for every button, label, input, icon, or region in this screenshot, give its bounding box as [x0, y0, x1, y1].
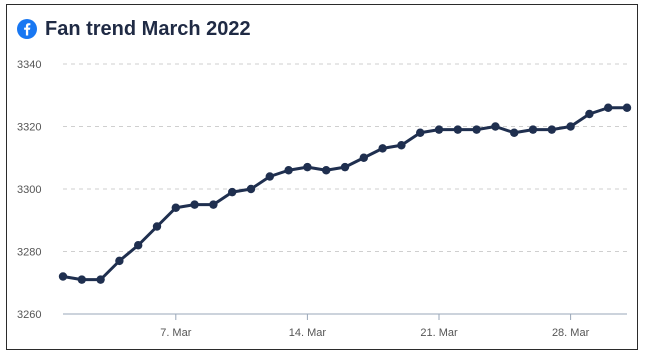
- data-point: [265, 172, 274, 181]
- data-point: [510, 128, 519, 137]
- facebook-icon: [17, 19, 37, 39]
- data-point: [547, 125, 556, 134]
- data-point: [246, 184, 256, 194]
- data-point: [209, 200, 218, 209]
- data-point: [134, 241, 143, 250]
- data-point: [77, 275, 87, 284]
- x-tick-label: 14. Mar: [289, 327, 327, 339]
- data-point: [359, 153, 368, 162]
- data-point: [528, 125, 538, 134]
- data-point: [566, 122, 575, 131]
- data-point: [115, 256, 124, 266]
- y-tick-label: 3300: [17, 184, 41, 196]
- series-line: [61, 106, 629, 282]
- data-point: [416, 128, 425, 137]
- data-point: [434, 125, 444, 134]
- y-tick-label: 3340: [17, 59, 41, 71]
- data-point: [622, 103, 632, 112]
- data-point: [322, 166, 331, 175]
- chart-card: Fan trend March 2022 3260 3280 3300 3320 334…: [6, 4, 638, 350]
- data-point: [228, 187, 237, 197]
- data-point: [284, 166, 293, 175]
- data-point: [96, 275, 105, 284]
- line-chart: 3260 3280 3300 3320 3340 7. Mar 14. Mar 21. Mar…: [17, 59, 632, 339]
- data-point: [397, 141, 406, 150]
- y-tick-label: 3320: [17, 122, 41, 134]
- x-tick-label: 21. Mar: [420, 327, 458, 339]
- data-point: [340, 162, 350, 172]
- data-point: [491, 122, 500, 131]
- chart-header: Fan trend March 2022: [17, 14, 251, 44]
- x-tick-label: 7. Mar: [160, 327, 192, 339]
- data-point: [58, 272, 68, 281]
- x-tick-label: 28. Mar: [552, 327, 590, 339]
- y-tick-label: 3260: [17, 309, 41, 321]
- data-point: [303, 162, 312, 172]
- data-point: [472, 125, 481, 134]
- data-point: [152, 222, 162, 231]
- data-point: [585, 109, 594, 119]
- chart-title: Fan trend March 2022: [45, 17, 251, 40]
- data-point: [190, 200, 199, 209]
- y-tick-label: 3280: [17, 247, 41, 259]
- data-point: [171, 203, 180, 212]
- data-point: [378, 144, 387, 153]
- data-point: [604, 103, 613, 112]
- data-point: [453, 125, 462, 134]
